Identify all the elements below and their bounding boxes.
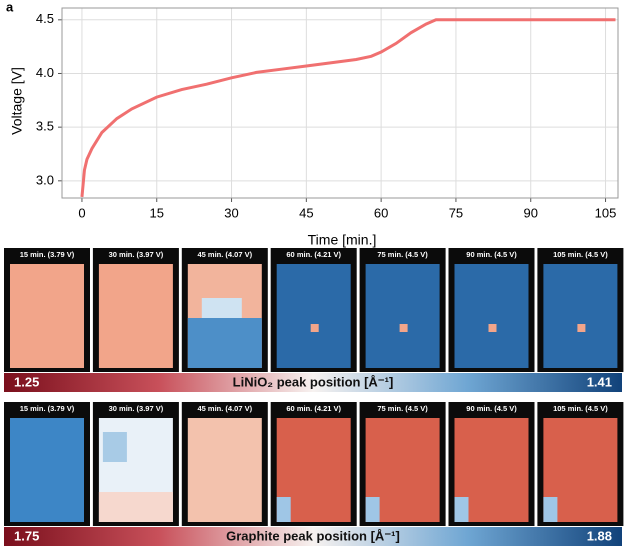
frame-image-patch xyxy=(400,324,408,332)
colorbar-max: 1.41 xyxy=(587,374,612,389)
frame-image-patch xyxy=(543,497,557,522)
colorbar-min: 1.75 xyxy=(14,528,39,543)
x-tick-label: 105 xyxy=(595,205,617,220)
x-tick-label: 15 xyxy=(150,205,164,220)
frame-label: 15 min. (3.79 V) xyxy=(20,250,75,259)
x-tick-label: 60 xyxy=(374,205,388,220)
voltage-line xyxy=(82,20,616,197)
figure: a Time [min.] Voltage [V] 3.0 3.5 4.0 4.5 0 1… xyxy=(0,0,626,546)
frame-label: 90 min. (4.5 V) xyxy=(466,404,517,413)
x-tick-label: 0 xyxy=(78,205,85,220)
panel-label: a xyxy=(6,0,14,14)
frame-image-patch xyxy=(455,497,469,522)
frame-image-patch xyxy=(366,497,380,522)
frame-image-patch xyxy=(99,492,173,522)
frame-image xyxy=(10,264,84,368)
frame-label: 60 min. (4.21 V) xyxy=(286,250,341,259)
y-axis-label: Voltage [V] xyxy=(9,67,25,135)
y-tick-label: 3.0 xyxy=(36,172,54,187)
frame-label: 45 min. (4.07 V) xyxy=(197,404,252,413)
colorbar-max: 1.88 xyxy=(587,528,612,543)
colorbar-title: LiNiO₂ peak position [Å⁻¹] xyxy=(233,374,394,389)
frame-image xyxy=(99,264,173,368)
frame-image xyxy=(188,418,262,522)
colorbar-title: Graphite peak position [Å⁻¹] xyxy=(226,528,400,543)
frame-label: 30 min. (3.97 V) xyxy=(109,404,164,413)
frame-label: 30 min. (3.97 V) xyxy=(109,250,164,259)
x-tick-label: 45 xyxy=(299,205,313,220)
frame-label: 60 min. (4.21 V) xyxy=(286,404,341,413)
frame-image-patch xyxy=(489,324,497,332)
frame-label: 75 min. (4.5 V) xyxy=(377,250,428,259)
frame-label: 105 min. (4.5 V) xyxy=(553,250,608,259)
frame-image-patch xyxy=(577,324,585,332)
frame-image-patch xyxy=(103,432,127,462)
frame-image-patch xyxy=(311,324,319,332)
frame-image-patch xyxy=(277,497,291,522)
frame-label: 105 min. (4.5 V) xyxy=(553,404,608,413)
colorbar-min: 1.25 xyxy=(14,374,39,389)
x-tick-label: 90 xyxy=(524,205,538,220)
y-tick-label: 4.0 xyxy=(36,65,54,80)
y-tick-label: 4.5 xyxy=(36,11,54,26)
frame-image xyxy=(366,264,440,368)
frame-image xyxy=(277,264,351,368)
frame-label: 45 min. (4.07 V) xyxy=(197,250,252,259)
x-axis-label: Time [min.] xyxy=(308,232,377,248)
frame-image xyxy=(543,264,617,368)
frame-label: 75 min. (4.5 V) xyxy=(377,404,428,413)
frame-image-patch xyxy=(188,318,262,368)
frame-image xyxy=(10,418,84,522)
frame-image xyxy=(455,264,529,368)
x-tick-label: 30 xyxy=(224,205,238,220)
frame-label: 15 min. (3.79 V) xyxy=(20,404,75,413)
x-tick-label: 75 xyxy=(449,205,463,220)
frame-image-patch xyxy=(202,298,242,318)
y-tick-label: 3.5 xyxy=(36,119,54,134)
frame-label: 90 min. (4.5 V) xyxy=(466,250,517,259)
